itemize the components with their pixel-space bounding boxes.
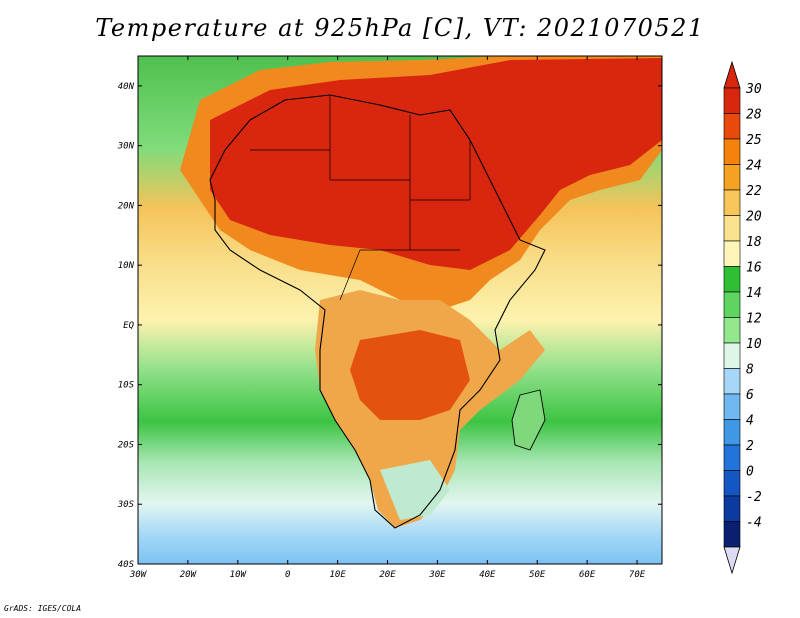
colorbar-swatch [723,291,741,318]
colorbar-swatch [723,444,741,471]
lon-tick-label: 50E [529,570,546,580]
colorbar-swatch [723,495,741,522]
colorbar-swatch [723,164,741,191]
map-frame [137,55,663,565]
longitude-axis: 30W 20W 10W 0 10E 20E 30E 40E 50E 60E 70E [129,56,646,580]
colorbar-label: 22 [746,184,762,199]
colorbar-label: -2 [746,490,762,505]
colorbar-swatch [723,240,741,267]
hot-zone-core [210,58,662,270]
madagascar-coastline [511,389,546,451]
latitude-axis: 40N 30N 20N 10N EQ 10S 20S 30S 40S [117,82,662,570]
colorbar-label: 24 [746,159,762,174]
country-borders [250,95,471,301]
madagascar [512,390,545,450]
colorbar-swatch [723,189,741,216]
lat-tick-label: 30S [117,500,135,510]
colorbar-label: 10 [746,337,762,352]
colorbar-swatch [723,113,741,140]
colorbar-label: 28 [746,108,762,123]
colorbar-label: 18 [746,235,762,250]
colorbar-label: 30 [745,82,762,97]
south-africa-cool-zone [380,460,450,520]
lon-tick-label: 30E [428,570,446,580]
colorbar-label: 20 [746,210,762,225]
lon-tick-label: 10W [230,570,248,580]
colorbar-label: 0 [746,465,754,480]
colorbar-swatch [723,317,741,344]
colorbar-label: 16 [746,261,762,276]
southern-hot-zone [350,330,470,420]
lat-tick-label: EQ [123,321,134,331]
lon-tick-label: 30W [129,570,148,580]
colorbar-label: 4 [746,414,754,429]
colorbar-swatch [723,521,741,548]
lon-tick-label: 40E [479,570,496,580]
colorbar-label: 6 [746,388,754,403]
colorbar-swatch [723,470,741,497]
colorbar-swatch [723,215,741,242]
map-title: Temperature at 925hPa [C], VT: 202107052… [95,14,705,42]
colorbar-label: 2 [746,439,754,454]
colorbar-label: 8 [746,363,754,378]
lat-tick-label: 10N [118,261,135,271]
lon-tick-label: 60E [579,570,596,580]
colorbar-swatch [723,87,741,114]
lat-tick-label: 20N [118,201,135,211]
lon-tick-label: 70E [629,570,646,580]
lat-tick-label: 10S [118,381,135,391]
lon-tick-label: 10E [329,570,346,580]
lon-tick-label: 20W [180,570,198,580]
colorbar-swatch [723,368,741,395]
lon-tick-label: 20E [379,570,396,580]
lat-tick-label: 20S [118,440,135,450]
lat-tick-label: 30N [117,142,135,152]
colorbar-label: 12 [746,312,762,327]
colorbar-swatch [723,342,741,369]
colorbar-swatch [723,393,741,420]
lon-tick-label: 0 [285,570,290,580]
colorbar-swatch [723,419,741,446]
colorbar-label: 25 [746,133,762,148]
lat-tick-label: 40S [118,560,135,570]
colorbar-label: -4 [746,516,762,531]
colorbar-label: 14 [746,286,762,301]
colorbar-bottom-arrow [723,546,741,575]
lat-tick-label: 40N [118,82,135,92]
africa-coastline [209,94,546,529]
grads-credit: GrADS: IGES/COLA [4,604,82,613]
colorbar-swatch [723,138,741,165]
colorbar-swatch [723,266,741,293]
temperature-field [138,56,662,564]
colorbar-top-arrow [723,60,741,89]
